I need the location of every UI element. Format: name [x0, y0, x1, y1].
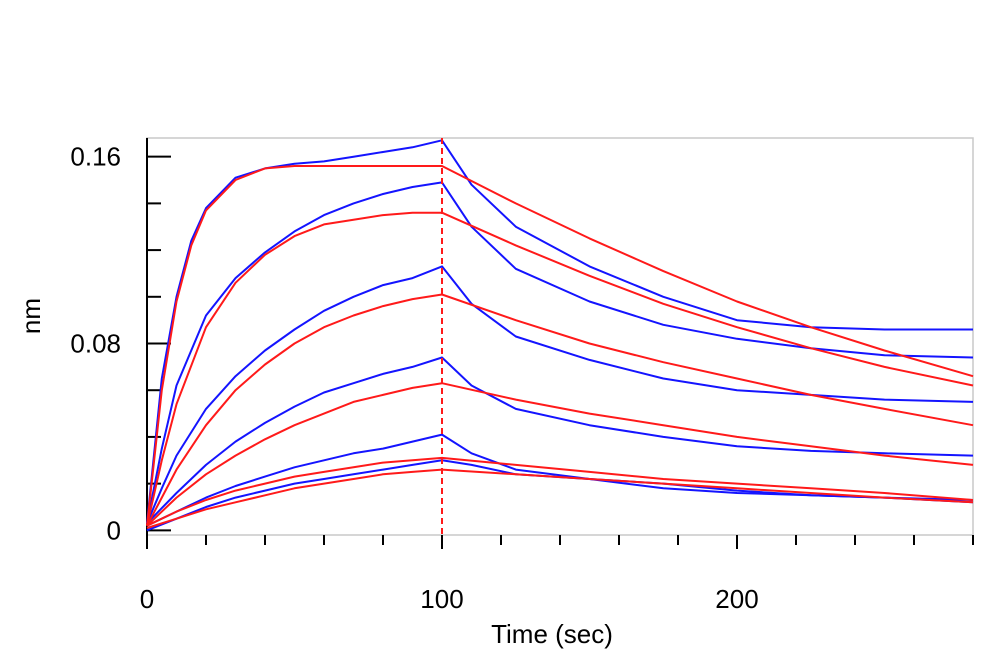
measured-curve-2	[146, 265, 974, 524]
x-tick-label: 200	[715, 584, 758, 614]
fit-curve-7	[146, 211, 974, 526]
fit-curve-9	[146, 382, 974, 527]
axis-ticks	[146, 155, 974, 549]
measured-curve-3	[146, 356, 974, 524]
y-tick-label: 0.08	[70, 329, 121, 359]
fit-curve-6	[146, 165, 974, 526]
measured-curve-0	[146, 139, 973, 524]
fit-curve-11	[146, 468, 974, 529]
fit-curve-8	[146, 293, 974, 527]
measured-curve-5	[146, 459, 974, 532]
y-axis-title: nm	[16, 298, 46, 334]
x-tick-label: 0	[140, 584, 154, 614]
y-tick-label: 0	[107, 515, 121, 545]
measured-curve-1	[146, 181, 974, 524]
tick-labels: 0 0.08 0.16 0 100 200	[70, 142, 758, 614]
y-tick-label: 0.16	[70, 142, 121, 172]
fit-curve-10	[146, 456, 974, 527]
data-series	[146, 139, 974, 532]
x-tick-label: 100	[420, 584, 463, 614]
x-axis-title: Time (sec)	[491, 619, 613, 649]
measured-curve-4	[146, 433, 974, 527]
